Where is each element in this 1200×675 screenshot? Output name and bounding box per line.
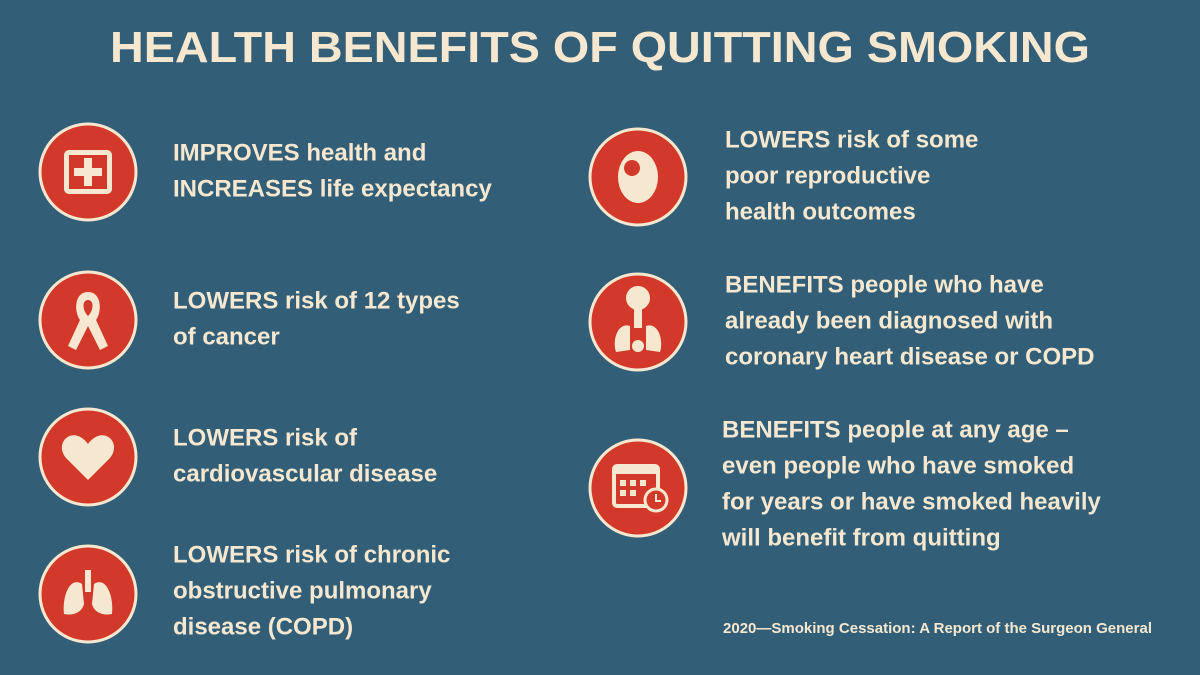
benefit-text: health outcomes <box>725 198 916 225</box>
benefit-text: coronary heart disease or COPD <box>725 343 1094 370</box>
benefit-text: LOWERS risk of chronic <box>173 541 450 568</box>
benefit-text: LOWERS risk of <box>173 424 358 451</box>
icon-heart <box>38 407 138 507</box>
icon-respiratory <box>588 272 688 372</box>
benefit-text: INCREASES life expectancy <box>173 175 492 202</box>
benefit-text: will benefit from quitting <box>721 524 1001 551</box>
benefit-text: already been diagnosed with <box>725 307 1053 334</box>
benefit-text: LOWERS risk of some <box>725 126 978 153</box>
benefit-text: cardiovascular disease <box>173 460 437 487</box>
benefit-text: of cancer <box>173 323 280 350</box>
benefit-text: BENEFITS people who have <box>725 271 1044 298</box>
benefit-text: poor reproductive <box>725 162 930 189</box>
benefit-text: BENEFITS people at any age – <box>722 416 1069 443</box>
benefit-text: IMPROVES health and <box>173 139 426 166</box>
icon-calendar <box>588 438 688 538</box>
icon-lungs <box>38 544 138 644</box>
title: HEALTH BENEFITS OF QUITTING SMOKING <box>110 23 1090 72</box>
benefit-text: obstructive pulmonary <box>173 577 432 604</box>
source: 2020—Smoking Cessation: A Report of the … <box>723 620 1152 637</box>
benefit-text: disease (COPD) <box>173 613 353 640</box>
benefit-text: for years or have smoked heavily <box>722 488 1102 515</box>
icon-ribbon <box>38 270 138 370</box>
icon-health <box>38 122 138 222</box>
icon-fetus <box>588 127 688 227</box>
benefit-text: LOWERS risk of 12 types <box>173 287 460 314</box>
benefit-text: even people who have smoked <box>722 452 1074 479</box>
